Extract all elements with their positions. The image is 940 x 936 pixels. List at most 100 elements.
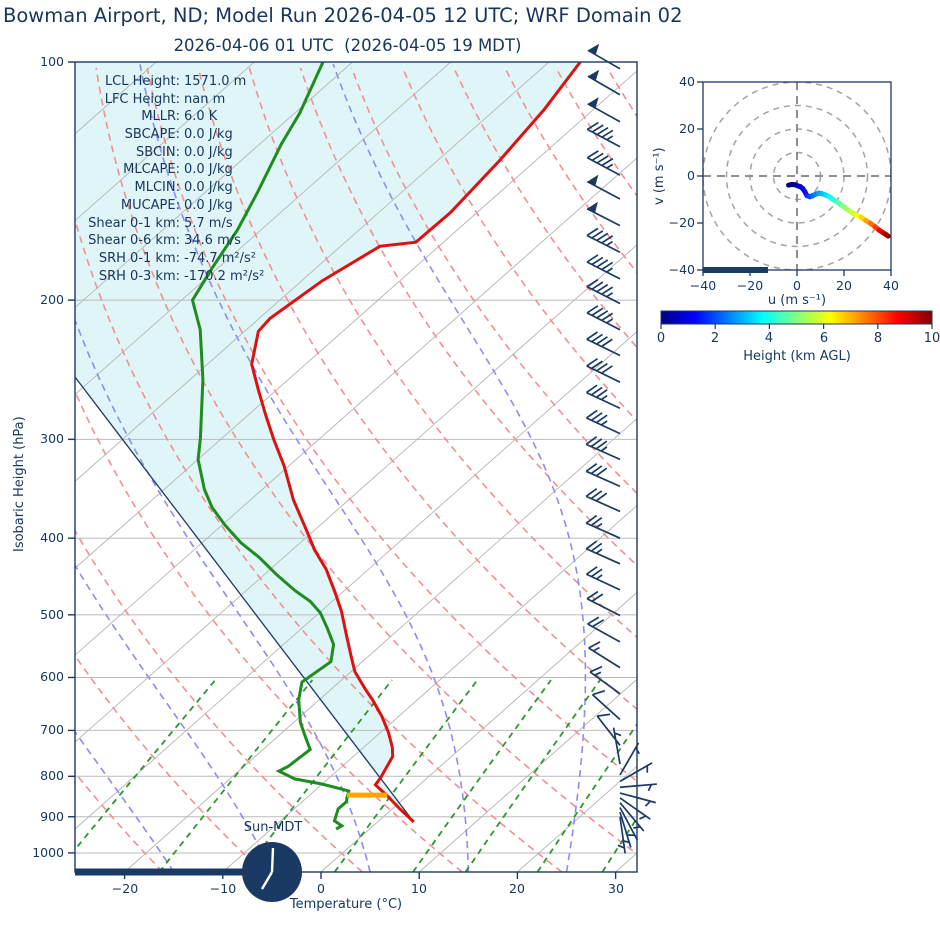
wind-barb [585,488,621,513]
sun-mdt-label: Sun-MDT [243,820,303,835]
info-line: SBCIN: 0.0 J/kg [76,144,356,162]
isotherm-line [714,62,940,872]
isotherm-line [75,70,637,569]
temp-tick-label: 20 [509,881,525,896]
isotherm-line [124,417,637,872]
info-value: 0.0 J/kg [184,197,233,213]
info-line: MLLR: 6.0 K [76,108,356,126]
colorbar-tick-label: 4 [764,331,774,346]
info-label: Shear 0-1 km: [88,215,180,231]
pressure-tick-label: 500 [40,607,64,622]
x-axis-label: Temperature (°C) [289,897,403,912]
info-label: MLCIN: [134,180,180,196]
figure-title: Bowman Airport, ND; Model Run 2026-04-05… [3,4,683,27]
wind-barb [586,331,621,357]
pressure-tick-label: 200 [40,292,64,307]
wind-barb [587,43,621,70]
hodograph-u-tick-label: −40 [689,278,717,293]
info-value: 1571.0 m [184,73,247,89]
moist-adiabat-line [139,63,470,872]
pressure-tick-label: 900 [40,809,64,824]
colorbar-tick-label: 2 [710,331,720,346]
pressure-tick-label: 300 [40,431,64,446]
info-line: SBCAPE: 0.0 J/kg [76,126,356,144]
isotherm-line [222,504,637,872]
info-line: LFC Height: nan m [76,91,356,109]
isotherm-line [75,62,255,222]
info-label: LFC Height: [104,91,180,107]
info-value: nan m [184,91,226,107]
info-line: Shear 0-6 km: 34.6 m/s [76,232,356,250]
hodograph-v-tick-label: −20 [668,215,695,230]
colorbar-tick-label: 6 [819,331,829,346]
isotherm-line [418,678,637,872]
dry-adiabat-line [402,67,637,423]
skewt-frame [68,61,638,879]
y-axis-label: Isobaric Height (hPa) [12,416,27,552]
info-label: LCL Height: [104,73,180,89]
mixing-ratio-line [158,679,314,872]
info-label: SRH 0-3 km: [98,268,180,284]
dewpoint-curve [190,62,351,831]
mixing-ratio-line [242,679,393,872]
wind-barb [587,97,621,123]
info-label: SBCIN: [136,144,180,160]
moist-adiabat-line [332,63,587,872]
info-value: 0.0 J/kg [184,162,233,178]
sounding-profiles [75,62,582,831]
mixing-ratio-line [650,680,773,872]
wind-barb [619,762,653,783]
hodograph-v-tick-label: −40 [668,262,695,277]
wind-barb [619,792,656,807]
mixing-ratio-line [536,722,637,872]
wind-barb [586,121,621,148]
pressure-tick-label: 400 [40,530,64,545]
dry-adiabat-line [504,67,637,274]
info-label: SBCAPE: [124,127,180,142]
pressure-tick-label: 100 [40,54,64,69]
isotherm-line [75,244,637,743]
info-line: MLCIN: 0.0 J/kg [76,179,356,197]
wind-barb [591,689,621,721]
info-value: 0.0 J/kg [184,144,233,160]
wind-barb [612,727,622,765]
temp-tick-label: 0 [317,881,325,896]
isotherm-line [0,62,58,872]
wind-barb [586,227,621,254]
info-line: MUCAPE: 0.0 J/kg [76,197,356,215]
colorbar-tick-label: 0 [656,331,666,346]
wind-barb [585,540,621,565]
bottom-thick-bar [75,868,246,876]
info-value: -74.7 m²/s² [184,251,257,267]
pressure-tick-label: 600 [40,669,64,684]
wind-barb [619,797,651,820]
wind-barb [586,254,621,280]
temp-tick-label: 10 [411,881,427,896]
info-label: SRH 0-1 km: [98,251,180,267]
wind-barb [586,358,621,383]
dry-adiabat-line [299,67,637,567]
info-line: MLCAPE: 0.0 J/kg [76,161,356,179]
wind-barb [586,305,621,331]
wind-barb [619,783,657,792]
wind-barbs [585,43,657,854]
hodograph [697,81,892,276]
info-line: Shear 0-1 km: 5.7 m/s [76,215,356,233]
mixing-ratio-line [333,679,479,872]
wind-barb [587,69,621,96]
isotherm-line [75,62,353,309]
hodograph-y-label: v (m s⁻¹) [652,147,667,205]
wind-barb [585,514,621,539]
moist-adiabat-line [664,64,771,872]
wind-barb [588,641,621,669]
colorbar [660,310,933,329]
colorbar-tick-label: 8 [873,331,883,346]
wind-barb [585,384,621,410]
hodograph-v-tick-label: 20 [679,121,695,136]
hodograph-range-ring [725,104,869,248]
dry-adiabat-line [197,67,637,711]
info-label: Shear 0-6 km: [88,233,180,249]
colorbar-gradient [660,310,933,325]
